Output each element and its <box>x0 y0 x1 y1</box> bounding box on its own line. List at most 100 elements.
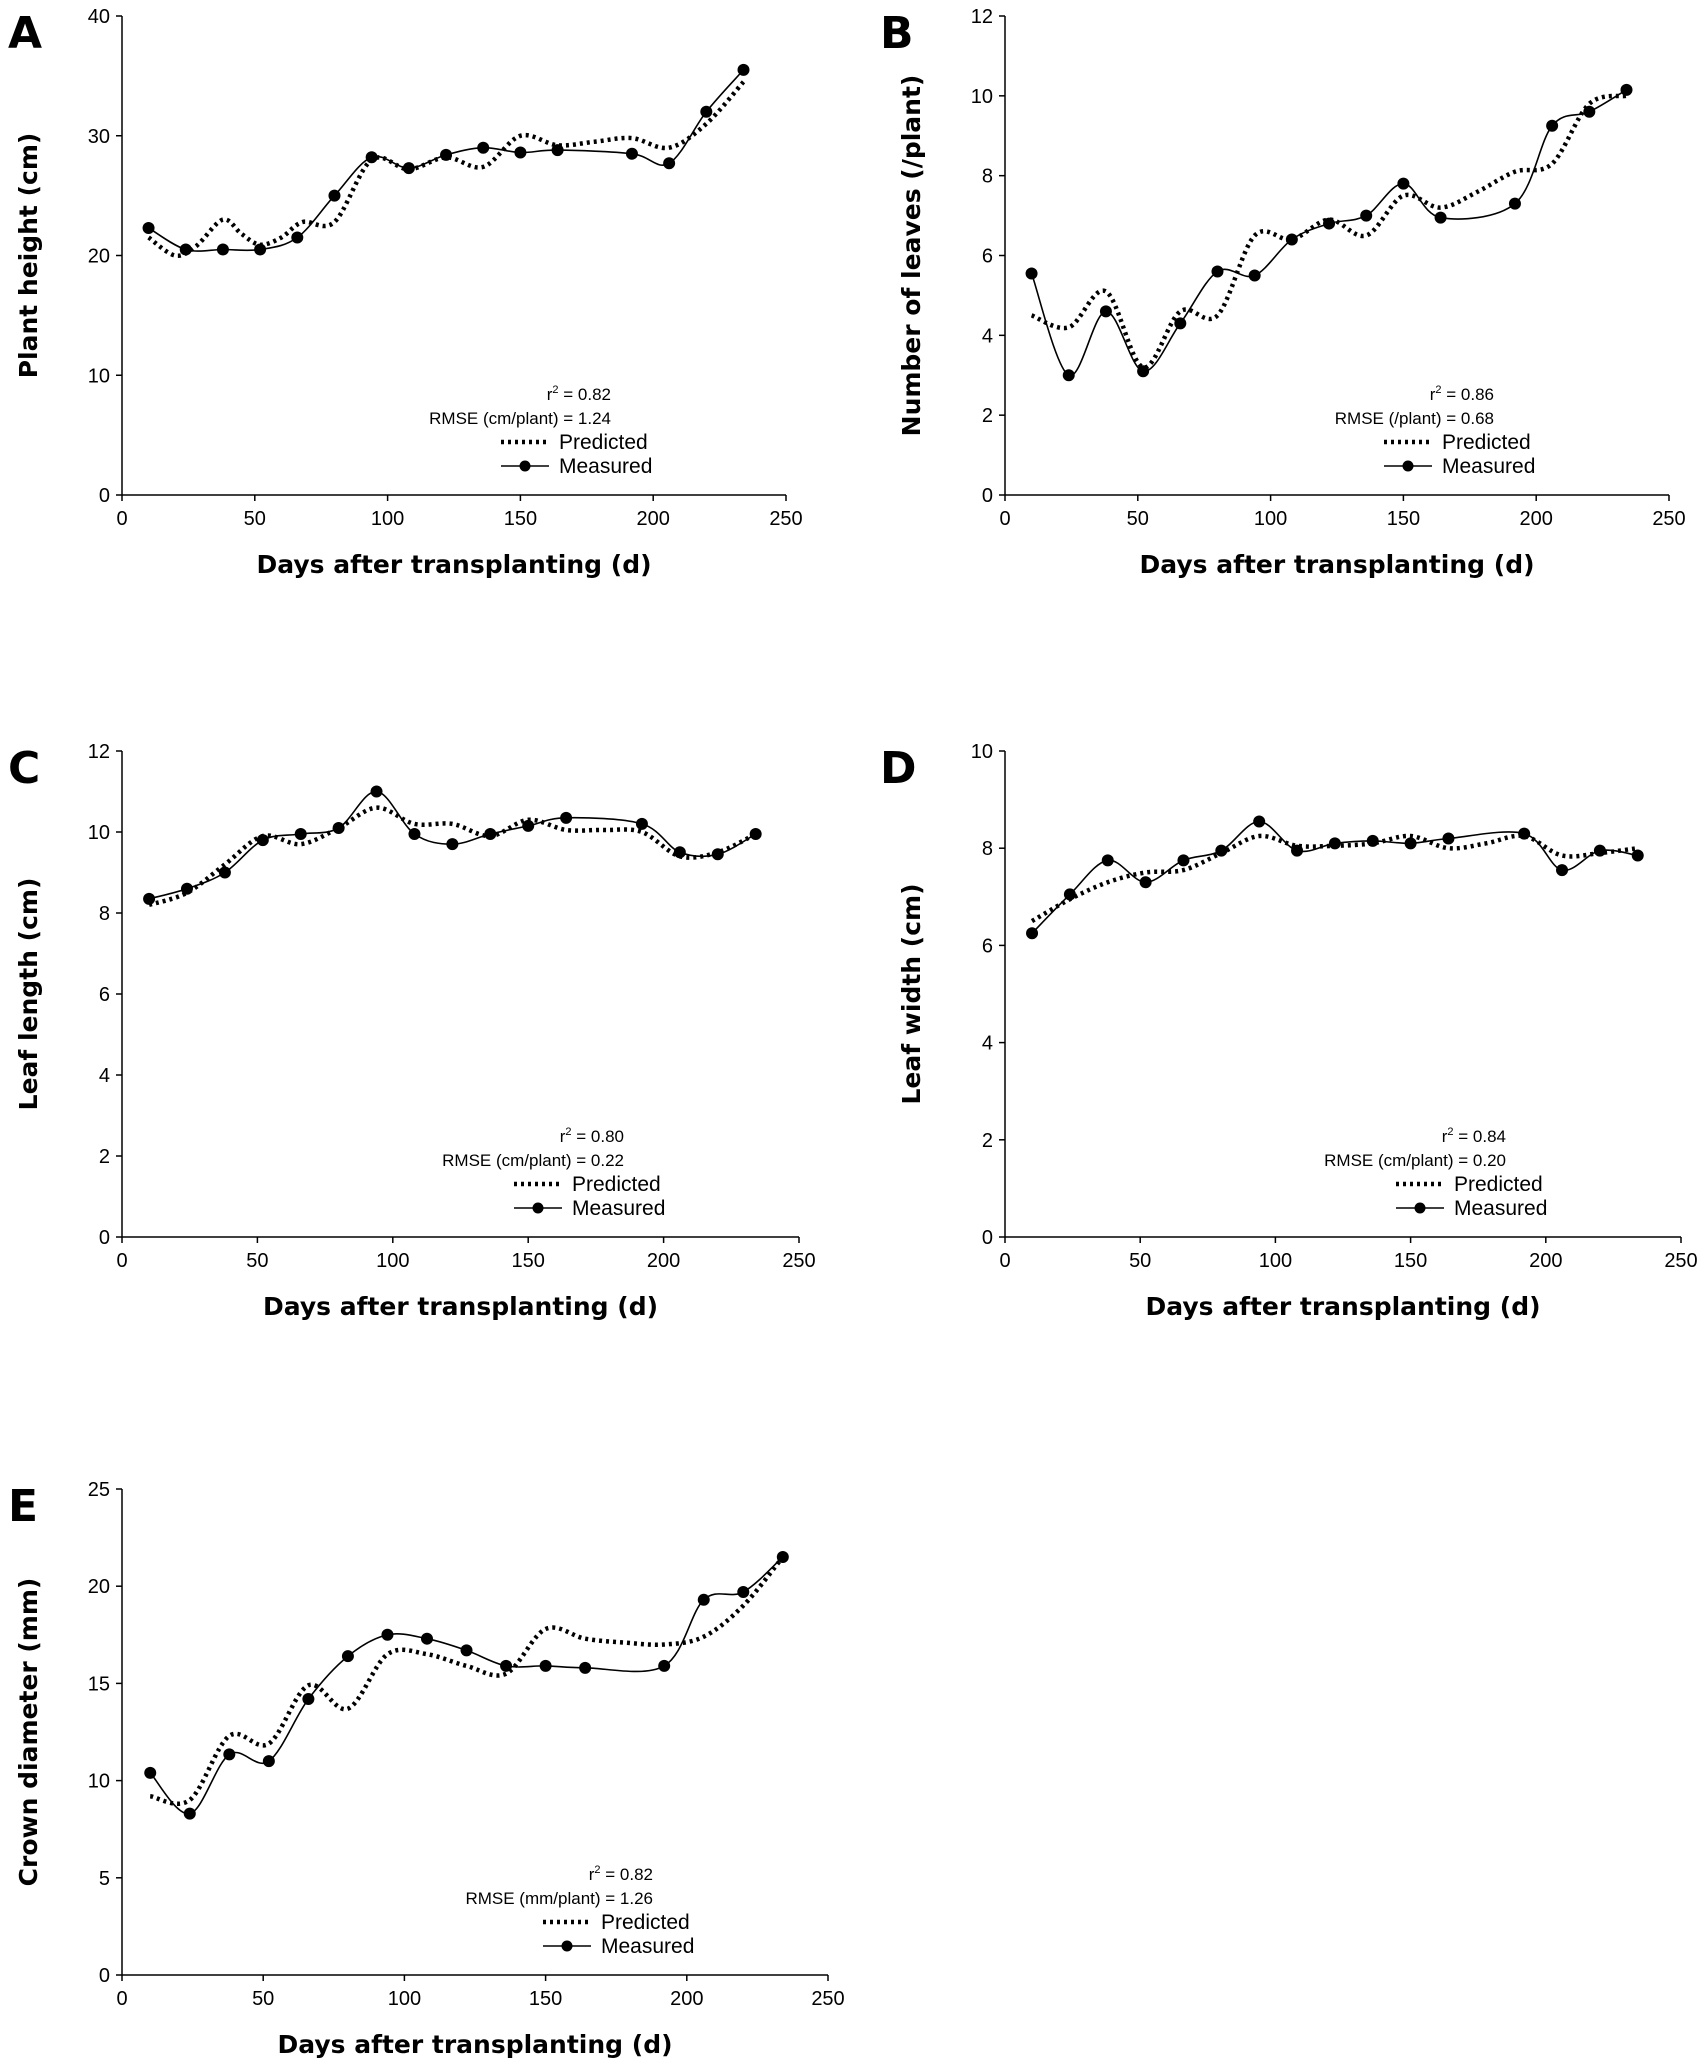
y-tick-label: 10 <box>971 86 993 108</box>
legend-predicted-label: Predicted <box>601 1911 690 1934</box>
rmse-label: RMSE (mm/plant) = 1.26 <box>465 1889 653 1908</box>
measured-point <box>1099 305 1112 318</box>
y-tick-label: 20 <box>88 246 110 268</box>
y-tick-label: 4 <box>982 1033 993 1055</box>
x-tick-label: 200 <box>1529 1250 1562 1272</box>
measured-point <box>1248 269 1261 282</box>
panel-label: B <box>880 8 914 59</box>
measured-point <box>1508 197 1521 210</box>
series-predicted <box>1030 833 1638 924</box>
measured-point <box>697 1593 710 1606</box>
measured-line <box>1031 820 1638 934</box>
x-tick-label: 250 <box>769 508 802 530</box>
x-tick-label: 50 <box>1127 508 1149 530</box>
measured-point <box>1211 265 1224 278</box>
measured-point <box>1139 876 1152 889</box>
panel-label: A <box>8 8 42 59</box>
measured-point <box>1253 815 1266 828</box>
y-tick-label: 10 <box>88 365 110 387</box>
measured-point <box>144 1766 157 1779</box>
y-tick-label: 12 <box>971 6 993 28</box>
r-squared-label: r2 = 0.84 <box>1442 1126 1506 1146</box>
series-predicted <box>1030 93 1627 370</box>
measured-point <box>1025 267 1038 280</box>
x-tick-label: 100 <box>371 508 404 530</box>
predicted-line <box>1030 833 1638 924</box>
measured-point <box>625 147 638 160</box>
measured-point <box>1360 209 1373 222</box>
x-tick-label: 100 <box>1259 1250 1292 1272</box>
measured-point <box>1556 864 1569 877</box>
x-tick-label: 0 <box>999 508 1010 530</box>
x-axis-title: Days after transplanting (d) <box>277 2030 672 2059</box>
measured-point <box>1397 177 1410 190</box>
measured-point <box>341 1650 354 1663</box>
y-tick-label: 10 <box>971 741 993 763</box>
y-tick-label: 6 <box>982 935 993 957</box>
x-tick-label: 200 <box>670 1988 703 2010</box>
measured-point <box>477 141 490 154</box>
measured-point <box>749 828 762 841</box>
y-tick-label: 10 <box>88 1771 110 1793</box>
y-tick-label: 8 <box>982 166 993 188</box>
x-tick-label: 50 <box>246 1250 268 1272</box>
legend-measured-marker <box>1414 1202 1426 1214</box>
legend-measured-label: Measured <box>1442 455 1535 478</box>
x-tick-label: 50 <box>252 1988 274 2010</box>
measured-point <box>460 1644 473 1657</box>
measured-point <box>1026 927 1039 940</box>
measured-point <box>370 785 383 798</box>
legend-measured-label: Measured <box>559 455 652 478</box>
measured-point <box>1328 837 1341 850</box>
x-tick-label: 200 <box>647 1250 680 1272</box>
y-tick-label: 8 <box>99 903 110 925</box>
x-tick-label: 150 <box>529 1988 562 2010</box>
legend-measured-label: Measured <box>572 1197 665 1220</box>
y-tick-label: 10 <box>88 822 110 844</box>
legend-predicted-label: Predicted <box>572 1173 661 1196</box>
x-tick-label: 250 <box>1664 1250 1697 1272</box>
panel-label: E <box>8 1481 38 1532</box>
x-tick-label: 0 <box>116 508 127 530</box>
measured-point <box>291 231 304 244</box>
measured-point <box>1062 369 1075 382</box>
x-axis-title: Days after transplanting (d) <box>263 1292 658 1321</box>
measured-point <box>1101 854 1114 867</box>
measured-point <box>328 189 341 202</box>
legend-predicted-label: Predicted <box>1442 431 1531 454</box>
y-tick-label: 25 <box>88 1479 110 1501</box>
measured-point <box>522 819 535 832</box>
chart-panel-b: B 0 2 4 6 8 10 12 0 50 100 150 200 250 Days after tran… <box>880 6 1686 579</box>
y-tick-label: 0 <box>982 1227 993 1249</box>
series-predicted <box>149 1555 785 1806</box>
measured-point <box>1174 317 1187 330</box>
y-tick-label: 8 <box>982 838 993 860</box>
predicted-line <box>148 805 757 908</box>
x-tick-label: 250 <box>782 1250 815 1272</box>
x-tick-label: 0 <box>116 1988 127 2010</box>
measured-point <box>183 1807 196 1820</box>
x-tick-label: 50 <box>244 508 266 530</box>
legend-predicted-label: Predicted <box>559 431 648 454</box>
rmse-label: RMSE (/plant) = 0.68 <box>1335 409 1494 428</box>
measured-point <box>700 105 713 118</box>
x-axis-title: Days after transplanting (d) <box>1145 1292 1540 1321</box>
measured-point <box>737 63 750 76</box>
y-tick-label: 6 <box>982 246 993 268</box>
measured-point <box>302 1692 315 1705</box>
r-squared-label: r2 = 0.86 <box>1430 384 1494 404</box>
measured-point <box>737 1586 750 1599</box>
legend-measured-marker <box>519 460 531 472</box>
measured-point <box>216 243 229 256</box>
measured-point <box>663 157 676 170</box>
predicted-line <box>149 1555 785 1806</box>
y-tick-label: 40 <box>88 6 110 28</box>
measured-line <box>148 69 745 252</box>
legend-measured-marker <box>532 1202 544 1214</box>
measured-point <box>420 1632 433 1645</box>
y-axis-title: Leaf length (cm) <box>14 878 43 1111</box>
x-tick-label: 100 <box>388 1988 421 2010</box>
